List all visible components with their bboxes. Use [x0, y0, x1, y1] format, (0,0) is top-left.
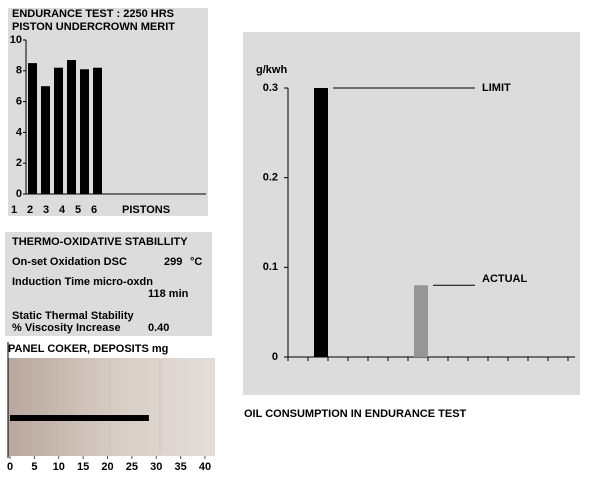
panel-title: THERMO-OXIDATIVE STABILLITY [12, 236, 188, 248]
x-axis-label: PISTONS [122, 204, 170, 216]
panel-bg [8, 8, 208, 216]
panel-text: Induction Time micro-oxdn [12, 276, 153, 288]
y-tick-label: 4 [16, 126, 23, 138]
panel-text: % Viscosity Increase [12, 322, 121, 334]
y-tick-label: 0 [16, 188, 22, 200]
x-tick-label: 15 [77, 461, 89, 473]
panel-value: 118 min [148, 288, 189, 300]
bar [414, 285, 428, 357]
chart-title: ENDURANCE TEST : 2250 HRS [12, 8, 174, 20]
x-tick-label: 5 [31, 461, 37, 473]
bar [41, 86, 50, 194]
x-tick-label: 6 [91, 204, 97, 216]
bar [93, 68, 102, 194]
figure: ENDURANCE TEST : 2250 HRS PISTON UNDERCR… [0, 0, 594, 477]
x-tick-label: 2 [27, 204, 33, 216]
bar [54, 68, 63, 194]
y-tick-label: 10 [10, 34, 22, 46]
y-tick-label: 8 [16, 65, 22, 77]
y-tick-label: 0.3 [263, 82, 278, 94]
y-axis-label: g/kwh [256, 64, 287, 76]
panel-bg [243, 32, 580, 395]
y-tick-label: 0.1 [263, 261, 278, 273]
bar-annotation: ACTUAL [482, 273, 527, 285]
bar-annotation: LIMIT [482, 82, 511, 94]
x-tick-label: 10 [53, 461, 65, 473]
panel-value: 0.40 [148, 322, 169, 334]
x-tick-label: 3 [43, 204, 49, 216]
x-tick-label: 4 [59, 204, 66, 216]
x-tick-label: 20 [101, 461, 113, 473]
x-tick-label: 0 [7, 461, 13, 473]
x-tick-label: 30 [150, 461, 162, 473]
x-tick-label: 5 [75, 204, 81, 216]
x-tick-label: 25 [126, 461, 138, 473]
bar [28, 63, 37, 194]
panel-unit: °C [190, 256, 202, 268]
bar [67, 60, 76, 194]
chart-title: PANEL COKER, DEPOSITS mg [8, 343, 168, 355]
chart-caption: OIL CONSUMPTION IN ENDURANCE TEST [244, 408, 467, 420]
bar [10, 415, 149, 421]
x-tick-label: 1 [11, 204, 17, 216]
y-tick-label: 0.2 [263, 172, 278, 184]
x-tick-label: 35 [175, 461, 187, 473]
chart-subtitle: PISTON UNDERCROWN MERIT [12, 21, 175, 33]
panel-text: On-set Oxidation DSC [12, 256, 127, 268]
bar [80, 69, 89, 194]
y-tick-label: 2 [16, 157, 22, 169]
bar [314, 88, 328, 357]
y-tick-label: 6 [16, 96, 22, 108]
x-tick-label: 40 [199, 461, 211, 473]
coker-photo [8, 358, 215, 456]
panel-value: 299 [164, 256, 182, 268]
y-tick-label: 0 [272, 351, 278, 363]
panel-text: Static Thermal Stability [12, 310, 135, 322]
